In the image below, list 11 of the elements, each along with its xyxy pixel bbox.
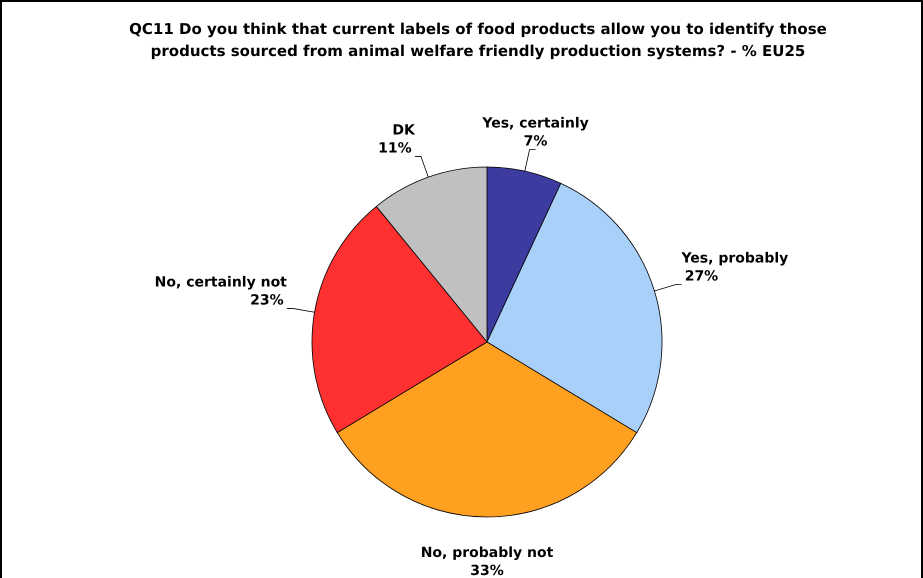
slice-label: DK xyxy=(392,122,416,138)
chart-title: QC11 Do you think that current labels of food products allow you to identify those products sourced from animal welfare friendly production systems? - % EU25 xyxy=(129,20,827,60)
data-label: 33% xyxy=(470,563,504,578)
slice-label: No, probably not xyxy=(420,545,554,561)
slice-label: Yes, certainly xyxy=(481,116,589,132)
data-label: 7% xyxy=(524,134,548,150)
slice-label: No, certainly not xyxy=(154,274,288,290)
data-label: 11% xyxy=(378,140,412,156)
data-label: 27% xyxy=(684,268,718,285)
data-label: 23% xyxy=(250,292,284,308)
slice-label: Yes, probably xyxy=(680,250,788,267)
